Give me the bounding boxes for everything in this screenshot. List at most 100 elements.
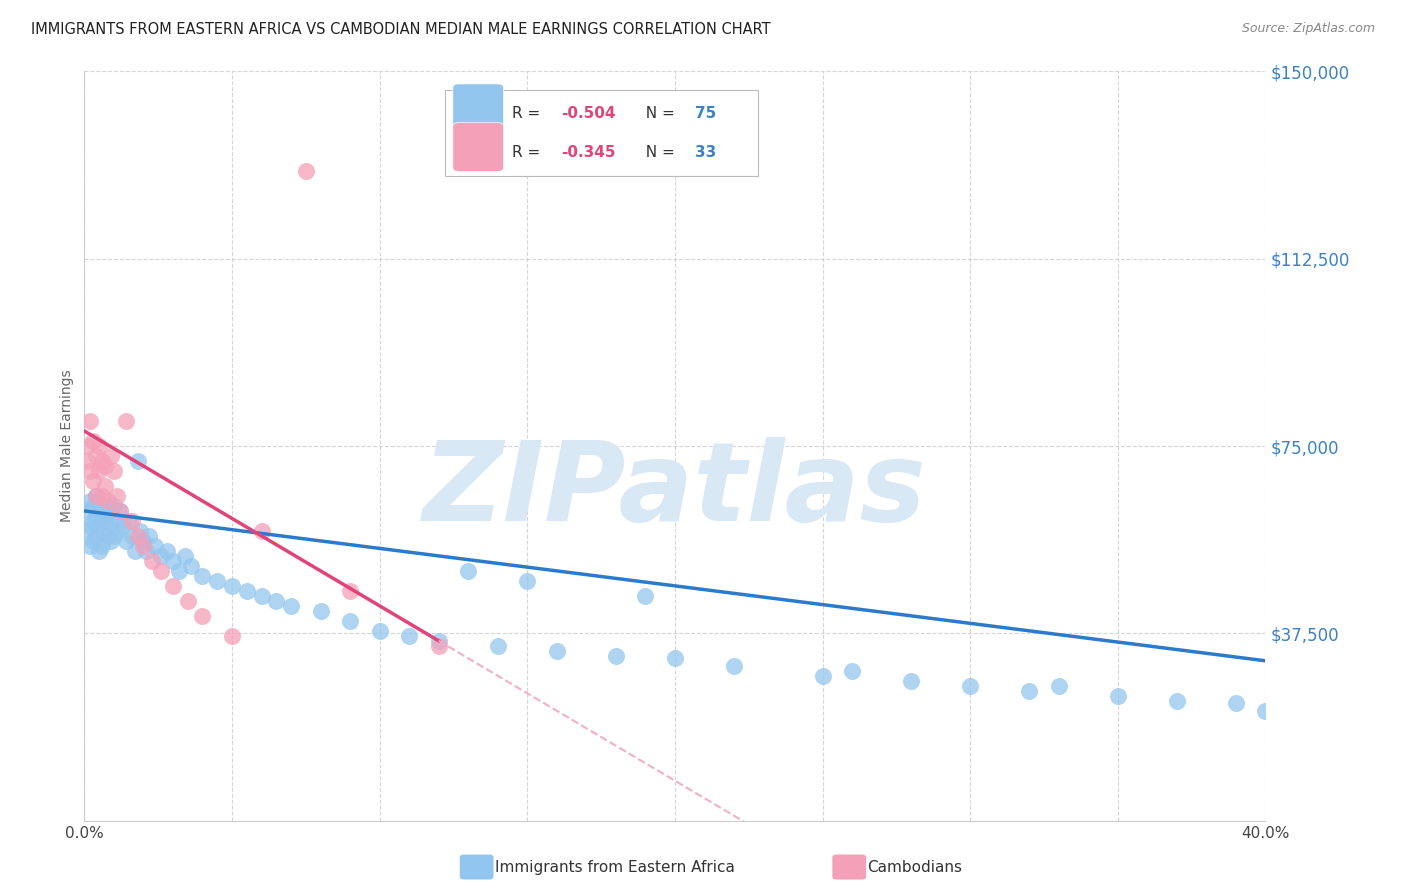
Point (79, 519, 101, 533)
Point (1254, 704, 1277, 718)
Point (82, 499, 104, 513)
Point (427, 633, 450, 648)
Point (221, 629, 243, 643)
Point (91, 489, 114, 503)
Point (162, 579, 184, 593)
Point (295, 164, 318, 178)
Point (91, 524, 114, 538)
Point (236, 583, 259, 598)
Point (87, 464, 111, 478)
Point (127, 529, 149, 543)
Point (398, 629, 420, 643)
Point (143, 539, 166, 553)
Point (1107, 689, 1129, 703)
Point (129, 524, 152, 538)
Point (191, 569, 214, 583)
Point (266, 594, 288, 608)
Text: -0.504: -0.504 (561, 106, 616, 120)
Point (138, 529, 160, 543)
Point (108, 504, 131, 518)
Point (1166, 694, 1188, 708)
Point (94, 514, 117, 528)
Point (180, 558, 202, 573)
Point (1225, 696, 1247, 710)
Text: IMMIGRANTS FROM EASTERN AFRICA VS CAMBODIAN MEDIAN MALE EARNINGS CORRELATION CHA: IMMIGRANTS FROM EASTERN AFRICA VS CAMBOD… (31, 22, 770, 37)
Point (105, 489, 128, 503)
Point (114, 533, 136, 548)
Point (94, 479, 117, 493)
Point (103, 514, 125, 528)
Point (427, 639, 450, 653)
Point (79, 539, 101, 553)
Point (76, 454, 98, 468)
Point (91, 454, 114, 468)
Point (516, 574, 538, 588)
Point (103, 464, 125, 478)
Point (97, 494, 120, 508)
Point (100, 508, 122, 523)
Point (82, 474, 104, 488)
Point (87, 439, 111, 453)
Point (156, 544, 179, 558)
Point (100, 533, 122, 548)
Point (150, 564, 173, 578)
Point (150, 549, 173, 563)
Text: N =: N = (636, 145, 679, 160)
Point (1018, 683, 1040, 698)
Point (167, 564, 190, 578)
Point (1047, 679, 1070, 693)
Point (841, 664, 863, 678)
Point (546, 644, 568, 658)
Text: ZIPatlas: ZIPatlas (423, 437, 927, 544)
Point (127, 454, 149, 468)
Text: Cambodians: Cambodians (868, 860, 963, 874)
Point (339, 583, 361, 598)
Point (191, 608, 214, 623)
Point (91, 508, 114, 523)
Point (250, 524, 273, 538)
Point (132, 533, 155, 548)
Point (97, 504, 120, 518)
Point (91, 539, 114, 553)
Text: 75: 75 (695, 106, 716, 120)
Point (94, 458, 117, 473)
Point (811, 669, 834, 683)
Point (76, 524, 98, 538)
Point (76, 439, 98, 453)
Point (79, 414, 101, 428)
Point (97, 529, 120, 543)
Point (723, 658, 745, 673)
Point (118, 514, 141, 528)
Point (84, 449, 107, 463)
Point (105, 524, 128, 538)
FancyBboxPatch shape (453, 123, 503, 171)
Point (84, 489, 107, 503)
Point (82, 533, 104, 548)
Point (664, 651, 686, 665)
Point (135, 544, 157, 558)
Point (111, 519, 134, 533)
Point (87, 544, 111, 558)
Point (87, 504, 111, 518)
Point (84, 489, 107, 503)
Point (207, 574, 229, 588)
Y-axis label: Median Male Earnings: Median Male Earnings (60, 369, 75, 523)
Point (132, 539, 155, 553)
Point (94, 499, 117, 513)
Point (634, 589, 657, 603)
Point (368, 624, 391, 638)
Point (114, 414, 136, 428)
Text: 33: 33 (695, 145, 716, 160)
Point (486, 639, 509, 653)
Point (121, 529, 143, 543)
Point (108, 504, 131, 518)
Point (79, 494, 101, 508)
Point (103, 529, 125, 543)
Point (82, 514, 104, 528)
Point (900, 673, 922, 688)
FancyBboxPatch shape (444, 90, 758, 177)
Point (121, 514, 143, 528)
Point (141, 554, 163, 568)
Point (84, 508, 107, 523)
Point (76, 504, 98, 518)
